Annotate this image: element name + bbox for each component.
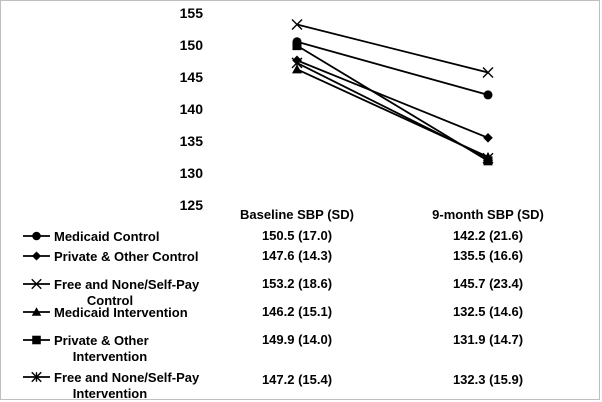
value-cell-5-2: 131.9 (14.7)	[453, 332, 523, 347]
series-4-point-baseline	[292, 64, 302, 74]
y-tick-label-125: 125	[180, 197, 204, 213]
series-3-point-9month	[482, 67, 494, 79]
legend-label-6-line-1: Free and None/Self-Pay	[54, 370, 200, 385]
y-tick-label-145: 145	[180, 69, 204, 85]
series-2-point-9month	[483, 133, 493, 143]
y-tick-label-150: 150	[180, 37, 204, 53]
value-cell-2-1: 147.6 (14.3)	[262, 248, 332, 263]
legend-marker-3	[31, 278, 42, 290]
series-6-point-baseline	[291, 57, 303, 69]
series-6-point-9month	[482, 152, 494, 164]
legend-label-3-line-2: Control	[87, 293, 133, 308]
value-cell-2-2: 135.5 (16.6)	[453, 248, 523, 263]
y-tick-label-155: 155	[180, 5, 204, 21]
series-line-2	[296, 59, 489, 139]
legend-label-3-line-1: Free and None/Self-Pay	[54, 277, 200, 292]
legend-label-5-line-2: Intervention	[73, 349, 147, 364]
y-tick-label-140: 140	[180, 101, 204, 117]
legend-marker-6	[31, 371, 42, 383]
value-cell-3-1: 153.2 (18.6)	[262, 276, 332, 291]
legend-marker-5	[32, 335, 41, 345]
legend-label-4: Medicaid Intervention	[54, 305, 188, 320]
column-header-2: 9-month SBP (SD)	[432, 207, 544, 222]
y-tick-label-135: 135	[180, 133, 204, 149]
series-line-3	[296, 23, 489, 74]
legend-label-5-line-1: Private & Other	[54, 333, 149, 348]
legend-label-1: Medicaid Control	[54, 229, 159, 244]
legend-marker-4	[31, 307, 42, 316]
value-cell-6-1: 147.2 (15.4)	[262, 372, 332, 387]
column-header-1: Baseline SBP (SD)	[240, 207, 354, 222]
value-cell-5-1: 149.9 (14.0)	[262, 332, 332, 347]
series-1-point-9month	[483, 90, 493, 100]
value-cell-1-2: 142.2 (21.6)	[453, 228, 523, 243]
value-cell-1-1: 150.5 (17.0)	[262, 228, 332, 243]
series-line-6	[296, 62, 489, 160]
legend-marker-1	[32, 231, 41, 241]
legend-marker-2	[31, 251, 42, 261]
series-5-point-baseline	[292, 41, 302, 51]
series-line-1	[296, 40, 489, 96]
value-cell-3-2: 145.7 (23.4)	[453, 276, 523, 291]
legend-label-2: Private & Other Control	[54, 249, 198, 264]
legend-label-6-line-2: Intervention	[73, 386, 147, 401]
value-cell-4-2: 132.5 (14.6)	[453, 304, 523, 319]
value-cell-4-1: 146.2 (15.1)	[262, 304, 332, 319]
y-tick-label-130: 130	[180, 165, 204, 181]
series-3-point-baseline	[291, 19, 303, 31]
value-cell-6-2: 132.3 (15.9)	[453, 372, 523, 387]
